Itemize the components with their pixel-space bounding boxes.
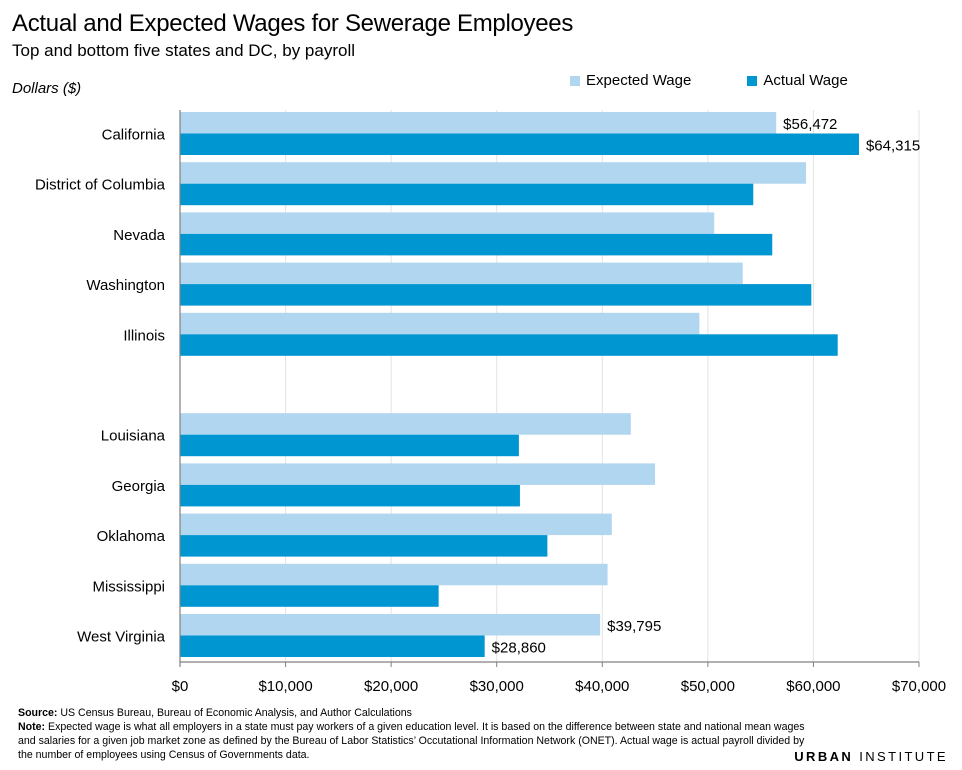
bar-actual: [180, 334, 838, 356]
source-label: Source:: [18, 707, 58, 719]
bar-actual: [180, 133, 859, 155]
source-text: US Census Bureau, Bureau of Economic Ana…: [57, 707, 412, 719]
chart-legend: Expected Wage Actual Wage: [570, 72, 848, 89]
bar-actual: [180, 585, 439, 607]
x-tick-label: $0: [172, 678, 189, 695]
urban-institute-logo: URBAN INSTITUTE: [794, 749, 948, 764]
bar-actual: [180, 233, 773, 256]
chart-footer: Source: US Census Bureau, Bureau of Econ…: [18, 706, 818, 762]
legend-swatch-actual: [747, 75, 758, 86]
bar-chart: California District of Columbia Nevada Wash…: [35, 110, 946, 695]
x-tick-label: $20,000: [364, 678, 418, 695]
x-tick-label: $30,000: [470, 678, 524, 695]
bar-actual: [180, 484, 520, 507]
method-note: Note: Expected wage is what all employer…: [18, 720, 818, 762]
data-label: $64,315: [866, 137, 920, 154]
category-label: Nevada: [113, 227, 165, 244]
chart-title: Actual and Expected Wages for Sewerage E…: [12, 10, 574, 37]
bar-expected: [180, 262, 743, 285]
bar-expected: [180, 513, 612, 536]
bar-actual: [180, 434, 519, 457]
legend-label-actual: Actual Wage: [763, 72, 848, 89]
data-label: $56,472: [783, 116, 837, 133]
data-label: $39,795: [607, 618, 661, 635]
source-note: Source: US Census Bureau, Bureau of Econ…: [18, 706, 818, 720]
legend-item-expected: Expected Wage: [570, 72, 691, 89]
bar-expected: [180, 312, 700, 335]
x-tick-label: $60,000: [786, 678, 840, 695]
bar-expected: [180, 413, 631, 435]
legend-label-expected: Expected Wage: [586, 72, 692, 89]
category-label: Oklahoma: [97, 528, 166, 545]
note-text: Expected wage is what all employers in a…: [18, 721, 805, 761]
x-tick-label: $10,000: [258, 678, 312, 695]
bar-actual: [180, 635, 485, 657]
bar-expected: [180, 463, 656, 485]
x-tick-label: $40,000: [575, 678, 629, 695]
x-tick-label: $70,000: [892, 678, 946, 695]
category-label: California: [102, 127, 166, 144]
legend-swatch-expected: [570, 75, 580, 86]
category-label: Mississippi: [92, 578, 165, 595]
category-label: Illinois: [123, 327, 165, 344]
chart-subtitle: Top and bottom five states and DC, by pa…: [12, 41, 356, 60]
category-label: Louisiana: [101, 428, 166, 445]
bar-expected: [180, 212, 715, 234]
data-label: $28,860: [492, 639, 546, 656]
bar-expected: [180, 112, 777, 134]
bar-expected: [180, 563, 608, 586]
legend-item-actual: Actual Wage: [747, 72, 848, 89]
note-label: Note:: [18, 721, 46, 733]
bar-actual: [180, 535, 548, 557]
bar-expected: [180, 162, 807, 184]
bar-expected: [180, 614, 601, 636]
bar-actual: [180, 284, 812, 306]
unit-label: Dollars ($): [12, 80, 82, 97]
category-label: District of Columbia: [35, 177, 166, 194]
category-label: Washington: [86, 277, 165, 294]
x-tick-label: $50,000: [681, 678, 735, 695]
category-label: West Virginia: [77, 629, 165, 646]
bar-actual: [180, 183, 754, 206]
category-label: Georgia: [112, 478, 166, 495]
